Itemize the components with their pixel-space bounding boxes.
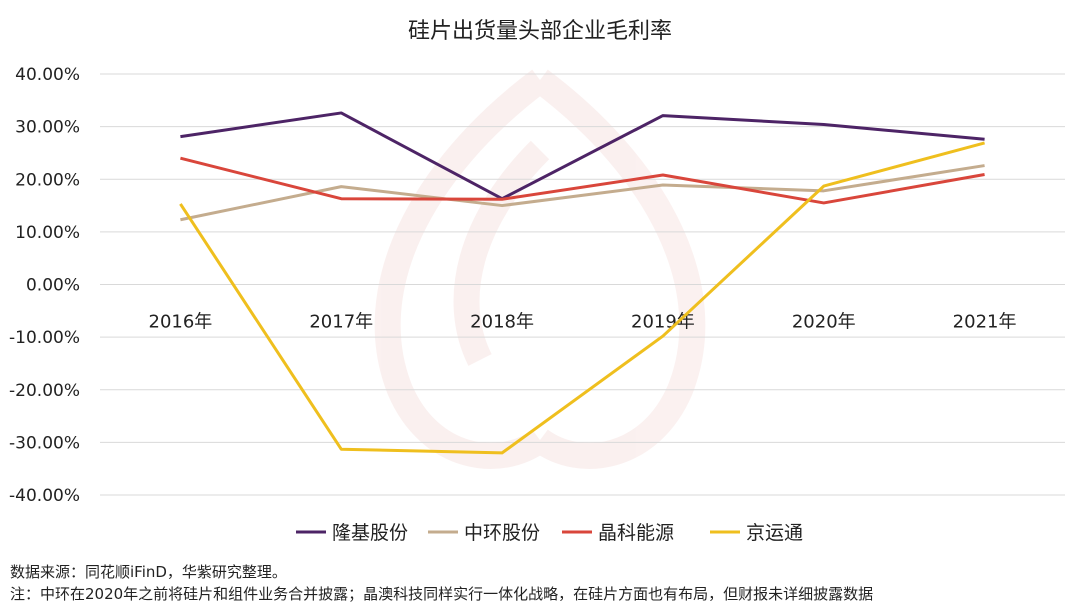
y-tick-label: 30.00% [15,118,80,138]
x-axis: 2016年 2017年 2018年 2019年 2020年 2021年 [149,312,1017,333]
y-tick-label: -20.00% [9,381,80,401]
grid-lines [100,73,1065,496]
legend-label: 隆基股份 [332,522,408,544]
x-tick-label: 2019年 [631,312,695,333]
legend: 隆基股份 中环股份 晶科能源 京运通 [296,522,803,544]
y-tick-label: -40.00% [9,486,80,506]
y-tick-label: -10.00% [9,328,80,348]
legend-label: 晶科能源 [598,522,674,544]
series-line [179,141,985,455]
chart-title: 硅片出货量头部企业毛利率 [408,19,672,44]
x-tick-label: 2020年 [792,312,856,333]
footnote: 注：中环在2020年之前将硅片和组件业务合并披露；晶澳科技同样实行一体化战略，在… [10,585,874,603]
series-lines [179,111,985,455]
data-source-note: 数据来源：同花顺iFinD，华紫研究整理。 [10,563,287,581]
x-tick-label: 2021年 [953,312,1017,333]
y-tick-label: 0.00% [26,276,80,296]
x-tick-label: 2016年 [149,312,213,333]
watermark-logo [374,69,706,469]
legend-label: 京运通 [746,522,803,544]
series-line [180,164,985,222]
series-line [180,156,985,205]
y-tick-label: 10.00% [15,223,80,243]
y-axis: 40.00% 30.00% 20.00% 10.00% 0.00% -10.00% -20.… [9,65,80,506]
y-tick-label: 20.00% [15,170,80,190]
x-tick-label: 2017年 [309,312,373,333]
y-tick-label: -30.00% [9,433,80,453]
x-tick-label: 2018年 [470,312,534,333]
legend-label: 中环股份 [464,522,540,544]
series-line [180,111,985,201]
y-tick-label: 40.00% [15,65,80,85]
